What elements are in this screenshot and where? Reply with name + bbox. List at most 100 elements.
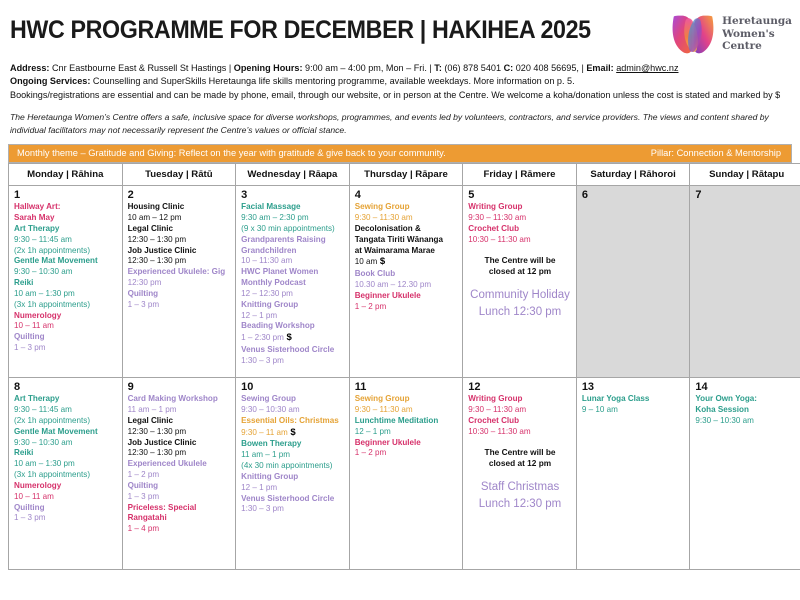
event-time: 11 am – 1 pm xyxy=(241,450,345,461)
calendar-column-header: Monday | Rāhina xyxy=(8,163,123,187)
email-link[interactable]: admin@hwc.nz xyxy=(616,63,679,73)
event-text: Bowen Therapy xyxy=(241,439,302,449)
event-time: 9:30 – 11:30 am xyxy=(468,405,572,416)
event-name: Job Justice Clinic xyxy=(128,438,232,449)
calendar-table: Monday | Rāhina Tuesday | Rātū Wednesday |… xyxy=(8,163,800,571)
day-number: 8 xyxy=(14,381,21,394)
calendar-day-cell[interactable]: 14 Your Own Yoga: Koha Session 9:30 – 10:30… xyxy=(689,377,800,571)
bookings-note: Bookings/registrations are essential and… xyxy=(10,89,781,100)
calendar-day-cell[interactable]: 6 xyxy=(575,185,691,379)
event-time: (3x 1h appointments) xyxy=(14,470,118,481)
event-text: Crochet Club xyxy=(468,415,520,425)
calendar-day-cell[interactable]: 7 xyxy=(689,185,800,379)
opening-hours-label: Opening Hours: xyxy=(233,63,303,73)
event-text: Experienced Ukulele xyxy=(127,459,207,469)
event-text: (4x 30 min appointments) xyxy=(241,461,333,471)
event-text: 12:30 pm xyxy=(127,278,162,288)
event-time: 12:30 – 1:30 pm xyxy=(128,448,232,459)
day-number: 3 xyxy=(241,189,248,202)
event-time: 12:30 pm xyxy=(128,278,232,289)
event-text: 1 – 3 pm xyxy=(14,513,46,523)
calendar-day-cell[interactable]: 5 Writing Group 9:30 – 11:30 am Crochet Clu… xyxy=(462,185,577,379)
cost-marker: $ xyxy=(283,332,292,344)
calendar-day-cell[interactable]: 1 Hallway Art: Sarah May Art Therapy 9:30 – … xyxy=(8,185,123,379)
event-text: 9:30 – 11:30 am xyxy=(354,212,413,222)
event-text: 1:30 – 3 pm xyxy=(241,504,284,514)
event-text: 10 – 11 am xyxy=(14,491,54,501)
calendar-day-cell[interactable]: 13 Lunar Yoga Class 9 – 10 am xyxy=(575,377,691,571)
event-time: 10 – 11 am xyxy=(14,492,118,503)
event-time: 1 – 3 pm xyxy=(14,513,118,524)
event-text: Reiki xyxy=(14,448,34,458)
event-time: 1:30 – 3 pm xyxy=(241,356,345,367)
day-number: 11 xyxy=(354,381,367,394)
event-text: 11 am – 1 pm xyxy=(127,404,177,414)
closure-notice: The Centre will be closed at 12 pm xyxy=(484,254,556,276)
event-name: Essential Oils: Christmas xyxy=(241,416,345,427)
event-text: 9:30 – 11:30 am xyxy=(354,404,413,414)
calendar-day-cell[interactable]: 12 Writing Group 9:30 – 11:30 am Crochet Cl… xyxy=(462,377,577,571)
event-text: Housing Clinic xyxy=(127,202,185,212)
event-name: Legal Clinic xyxy=(128,416,232,427)
event-text: Venus Sisterhood Circle xyxy=(241,344,335,354)
event-name: Crochet Club xyxy=(468,224,572,235)
event-name: at Waimarama Marae xyxy=(355,246,459,257)
event-text: Monthly Podcast xyxy=(241,278,306,288)
event-text: Reiki xyxy=(14,278,34,288)
event-text: 12:30 – 1:30 pm xyxy=(127,426,187,436)
calendar-day-cell[interactable]: 2 Housing Clinic 10 am – 12 pm Legal Clinic… xyxy=(121,185,237,379)
event-time: 10 – 11 am xyxy=(14,321,118,332)
event-text: 10.30 am – 12.30 pm xyxy=(354,279,432,289)
event-time: 1 – 2:30 pm $ xyxy=(241,332,345,345)
calendar-day-cell[interactable]: 4 Sewing Group 9:30 – 11:30 am Decolonisati… xyxy=(348,185,464,379)
event-name: Reiki xyxy=(14,278,118,289)
event-name: Quilting xyxy=(128,289,232,300)
event-name: Writing Group xyxy=(468,394,572,405)
event-time: (2x 1h appointments) xyxy=(14,246,118,257)
event-name: Quilting xyxy=(14,332,118,343)
services-line: Ongoing Services: Counselling and SuperS… xyxy=(10,75,790,88)
event-time: 1 – 2 pm xyxy=(355,448,459,459)
calendar-column-header: Wednesday | Rāapa xyxy=(235,163,350,187)
calendar-day-cell[interactable]: 8 Art Therapy 9:30 – 11:45 am (2x 1h appoin… xyxy=(8,377,123,571)
event-text: 1 – 4 pm xyxy=(127,524,160,534)
event-text: 10 am – 1:30 pm xyxy=(14,288,75,298)
event-text: 12 – 1 pm xyxy=(354,426,391,436)
event-time: 12 – 1 pm xyxy=(241,483,345,494)
calendar-day-cell[interactable]: 3 Facial Massage 9:30 am – 2:30 pm (9 x 30 … xyxy=(235,185,350,379)
event-name: Beading Workshop xyxy=(241,321,345,332)
event-text: 1 – 2 pm xyxy=(354,301,387,311)
event-text: 10 – 11:30 am xyxy=(241,256,293,266)
day-number: 1 xyxy=(14,189,21,202)
event-name: Job Justice Clinic xyxy=(128,246,232,257)
event-text: 1 – 2 pm xyxy=(127,470,160,480)
event-time: 11 am – 1 pm xyxy=(128,405,232,416)
contact-info-block: Address: Cnr Eastbourne East & Russell S… xyxy=(10,62,790,102)
calendar-week-row: 8 Art Therapy 9:30 – 11:45 am (2x 1h appoin… xyxy=(8,377,800,571)
logo-line-1: Heretaunga xyxy=(722,14,792,27)
event-name: Writing Group xyxy=(468,202,572,213)
day-number: 2 xyxy=(127,189,134,202)
event-text: 9:30 am – 2:30 pm xyxy=(241,212,309,222)
event-text: Book Club xyxy=(354,269,396,279)
event-text: Grandchildren xyxy=(241,245,297,255)
logo-line-3: Centre xyxy=(722,40,762,53)
event-time: 9:30 – 10:30 am xyxy=(14,438,118,449)
event-name: Bowen Therapy xyxy=(241,439,345,450)
separator-1: | xyxy=(228,63,232,73)
event-name: Grandchildren xyxy=(241,246,345,257)
calendar-column-header: Friday | Rāmere xyxy=(462,163,577,187)
event-text: 1 – 3 pm xyxy=(127,299,160,309)
day-number: 12 xyxy=(468,381,481,394)
event-text: Experienced Ukulele: Gig xyxy=(127,267,226,277)
day-number: 5 xyxy=(468,189,475,202)
phone-label: T: xyxy=(434,63,442,73)
event-text: Art Therapy xyxy=(14,394,60,404)
calendar-day-cell[interactable]: 10 Sewing Group 9:30 – 10:30 am Essential O… xyxy=(235,377,350,571)
calendar-day-cell[interactable]: 9 Card Making Workshop 11 am – 1 pm Legal C… xyxy=(121,377,237,571)
event-text: at Waimarama Marae xyxy=(354,245,435,255)
calendar-day-cell[interactable]: 11 Sewing Group 9:30 – 11:30 am Lunchtime M… xyxy=(348,377,464,571)
event-time: 9:30 – 11:45 am xyxy=(14,405,118,416)
opening-hours-value: 9:00 am – 4:00 pm, Mon – Fri. xyxy=(305,63,427,73)
cost-marker: $ xyxy=(287,426,296,438)
